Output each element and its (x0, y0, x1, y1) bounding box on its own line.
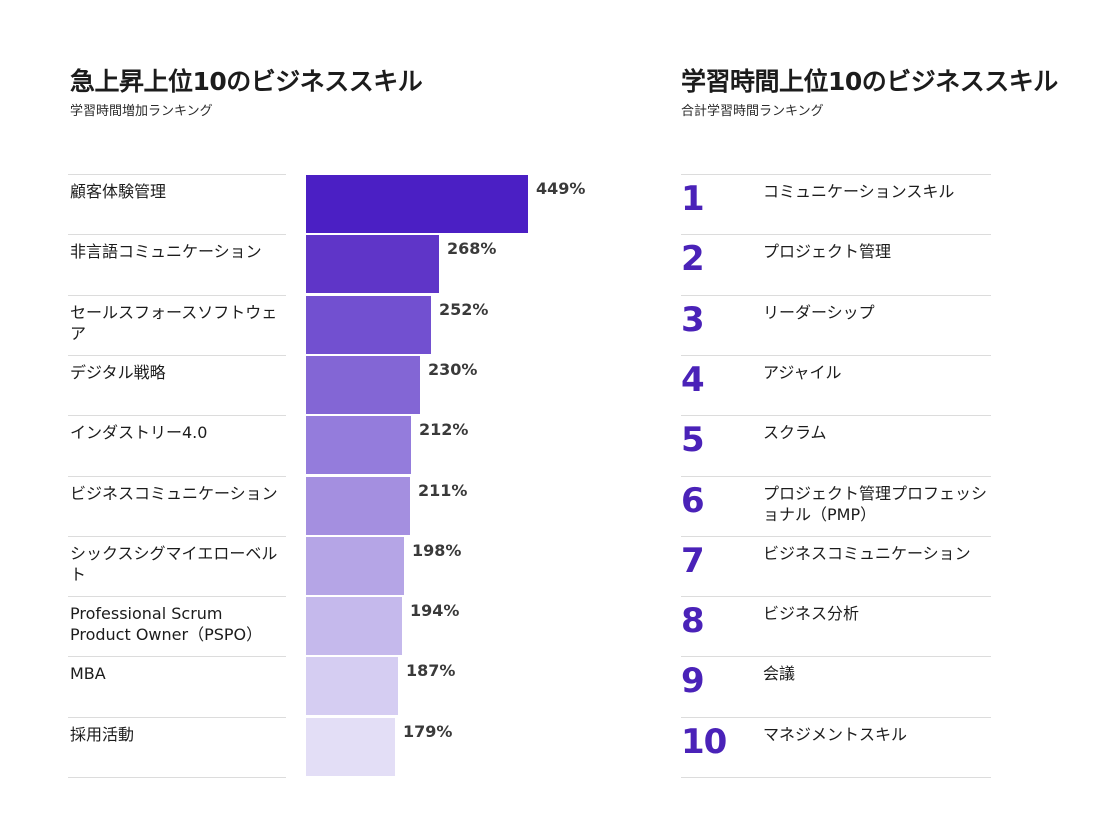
bar-value-label: 252% (439, 300, 489, 319)
bar (306, 657, 398, 715)
rank-divider (681, 355, 991, 356)
right-ranking-subtitle: 合計学習時間ランキング (681, 104, 824, 119)
rank-skill-label: マネジメントスキル (763, 725, 908, 744)
category-label: Professional Scrum Product Owner（PSPO） (70, 604, 263, 644)
bar (306, 477, 410, 535)
rank-skill-label: リーダーシップ (763, 303, 875, 322)
rank-number: 10 (681, 722, 727, 762)
bar-value-label: 211% (418, 481, 468, 500)
category-label: ビジネスコミュニケーション (70, 484, 278, 503)
row-divider (68, 536, 286, 537)
category-label: インダストリー4.0 (70, 423, 208, 442)
rank-divider (681, 656, 991, 657)
bar-value-label: 449% (536, 179, 586, 198)
rank-skill-label: プロジェクト管理 (763, 242, 892, 261)
bar (306, 175, 528, 233)
bar-value-label: 230% (428, 360, 478, 379)
rank-skill-label: 会議 (763, 664, 796, 683)
bar-value-label: 268% (447, 239, 497, 258)
rank-skill-label: ビジネスコミュニケーション (763, 544, 971, 563)
rank-divider (681, 234, 991, 235)
category-label: デジタル戦略 (70, 363, 166, 382)
category-label: 非言語コミュニケーション (70, 242, 262, 261)
category-label: セールスフォースソフトウェア (70, 303, 278, 343)
rank-divider (681, 536, 991, 537)
bar (306, 416, 411, 474)
row-divider (68, 355, 286, 356)
rank-divider (681, 174, 991, 175)
row-divider (68, 174, 286, 175)
rank-divider (681, 415, 991, 416)
rank-skill-label: スクラム (763, 423, 827, 442)
bar (306, 356, 420, 414)
bar-value-label: 179% (403, 722, 453, 741)
row-divider (68, 717, 286, 718)
row-divider (68, 476, 286, 477)
rank-number: 6 (681, 481, 705, 521)
bar (306, 597, 402, 655)
bar-value-label: 198% (412, 541, 462, 560)
rank-divider (681, 717, 991, 718)
left-chart-subtitle: 学習時間増加ランキング (70, 104, 213, 119)
right-ranking-title: 学習時間上位10のビジネススキル (681, 67, 1058, 96)
rank-number: 7 (681, 541, 705, 581)
rank-number: 4 (681, 360, 705, 400)
rank-skill-label: プロジェクト管理プロフェッショナル（PMP） (763, 484, 988, 524)
category-label: シックスシグマイエローベルト (70, 544, 278, 584)
bar (306, 235, 439, 293)
bar (306, 296, 431, 354)
category-label: 顧客体験管理 (70, 182, 167, 201)
rank-number: 5 (681, 420, 705, 460)
bar (306, 537, 404, 595)
category-label: MBA (70, 664, 106, 683)
row-divider (68, 596, 286, 597)
rank-number: 9 (681, 661, 705, 701)
rank-divider (681, 295, 991, 296)
rank-skill-label: コミュニケーションスキル (763, 182, 955, 201)
rank-skill-label: ビジネス分析 (763, 604, 860, 623)
row-divider (68, 295, 286, 296)
rank-divider (681, 777, 991, 778)
bar-value-label: 212% (419, 420, 469, 439)
rank-number: 2 (681, 239, 705, 279)
row-divider (68, 234, 286, 235)
rank-divider (681, 476, 991, 477)
row-divider (68, 415, 286, 416)
rank-number: 3 (681, 300, 705, 340)
bar-value-label: 187% (406, 661, 456, 680)
row-divider (68, 777, 286, 778)
rank-skill-label: アジャイル (763, 363, 842, 382)
rank-number: 1 (681, 179, 705, 219)
bar (306, 718, 395, 776)
category-label: 採用活動 (70, 725, 135, 744)
rank-number: 8 (681, 601, 705, 641)
left-chart-title: 急上昇上位10のビジネススキル (70, 67, 423, 96)
bar-value-label: 194% (410, 601, 460, 620)
rank-divider (681, 596, 991, 597)
row-divider (68, 656, 286, 657)
